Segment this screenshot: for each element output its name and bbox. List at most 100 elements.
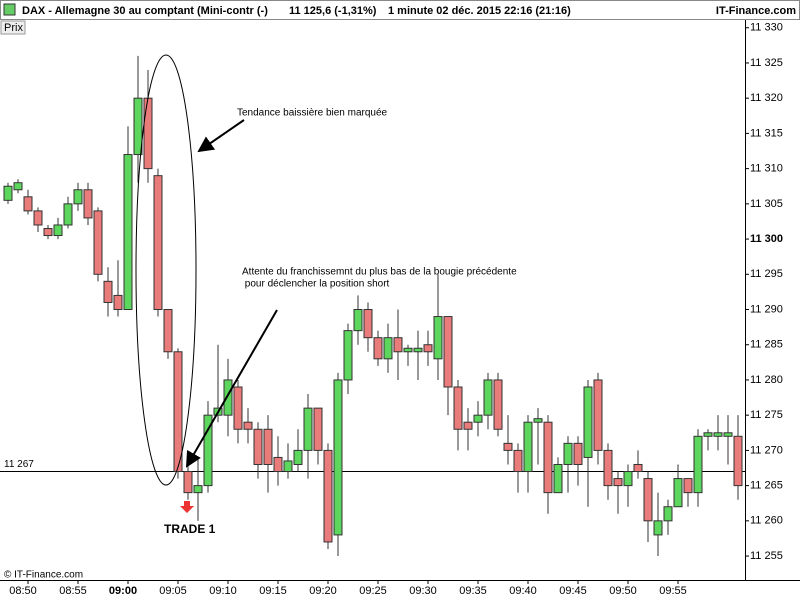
candle-body xyxy=(103,280,113,303)
header-icon xyxy=(3,3,16,16)
candle-body xyxy=(3,185,13,201)
candle-body xyxy=(423,344,433,353)
y-tick-label: 11 310 xyxy=(750,163,783,175)
annotation: pour déclencher la position short xyxy=(242,279,390,290)
candle-body xyxy=(23,196,33,212)
candle-body xyxy=(223,379,233,416)
candle-body xyxy=(583,386,593,458)
candle-body xyxy=(523,421,533,473)
candle-body xyxy=(643,478,653,522)
candle-body xyxy=(683,478,693,494)
candle-body xyxy=(73,189,83,205)
candle-body xyxy=(173,351,183,473)
y-tick-label: 11 295 xyxy=(750,268,783,280)
candle-body xyxy=(403,347,413,353)
annotation: Attente du franchissemnt du plus bas de … xyxy=(242,267,517,278)
x-tick-label: 08:55 xyxy=(59,585,87,597)
candle-body xyxy=(503,442,513,451)
candle-body xyxy=(363,309,373,339)
candle-body xyxy=(383,337,393,360)
candle-body xyxy=(703,432,713,437)
candle-body xyxy=(343,330,353,381)
annotation: TRADE 1 xyxy=(164,522,216,536)
candle-body xyxy=(263,428,273,465)
x-tick-label: 09:30 xyxy=(409,585,437,597)
x-tick-label: 09:35 xyxy=(459,585,487,597)
y-tick-label: 11 330 xyxy=(750,22,783,34)
candle-body xyxy=(243,421,253,430)
reference-label: 11 267 xyxy=(4,459,34,470)
candle-body xyxy=(393,337,403,353)
candle-body xyxy=(333,379,343,536)
x-tick-label: 08:50 xyxy=(9,585,37,597)
candle-body xyxy=(293,449,303,465)
header-period: 1 minute 02 déc. 2015 22:16 (21:16) xyxy=(388,5,571,17)
candle-body xyxy=(693,435,703,494)
x-tick-label: 09:15 xyxy=(259,585,287,597)
candle-body xyxy=(133,97,143,156)
x-tick-label: 09:45 xyxy=(559,585,587,597)
y-tick-label: 11 320 xyxy=(750,92,783,104)
candle-body xyxy=(273,456,283,473)
candle-body xyxy=(373,337,383,360)
candle-body xyxy=(43,228,53,237)
candle-body xyxy=(323,449,333,543)
candle-body xyxy=(53,224,63,237)
candle-body xyxy=(303,407,313,451)
candle-body xyxy=(443,316,453,388)
candle-body xyxy=(123,154,133,311)
y-tick-label: 11 275 xyxy=(750,409,783,421)
x-tick-label: 09:25 xyxy=(359,585,387,597)
candle-body xyxy=(93,210,103,275)
candle-body xyxy=(33,210,43,226)
arrow xyxy=(186,309,278,468)
x-tick-label: 09:10 xyxy=(209,585,237,597)
candle-body xyxy=(63,203,73,226)
candle-body xyxy=(543,421,553,494)
candle-body xyxy=(463,421,473,430)
x-tick-label: 09:05 xyxy=(159,585,187,597)
candle-body xyxy=(553,463,563,494)
candle-body xyxy=(623,471,633,487)
candle-body xyxy=(713,432,723,437)
down-arrow xyxy=(180,501,194,513)
x-tick-label: 09:00 xyxy=(109,585,137,597)
x-tick-label: 09:40 xyxy=(509,585,537,597)
candle-body xyxy=(513,449,523,473)
candle-body xyxy=(163,309,173,353)
y-tick-label: 11 305 xyxy=(750,198,783,210)
candle-body xyxy=(253,428,263,465)
candle-body xyxy=(283,460,293,473)
header-source: IT-Finance.com xyxy=(716,5,796,17)
x-tick-label: 09:55 xyxy=(659,585,687,597)
x-tick-label: 09:20 xyxy=(309,585,337,597)
candle-body xyxy=(733,435,743,487)
candle-body xyxy=(153,175,163,311)
candle-body xyxy=(183,471,193,494)
arrow xyxy=(197,119,245,153)
candle-body xyxy=(563,442,573,465)
header-price: 11 125,6 (-1,31%) xyxy=(289,5,377,17)
candle-body xyxy=(83,189,93,219)
ellipse xyxy=(135,54,197,486)
candle-body xyxy=(113,294,123,311)
axis-label-box xyxy=(0,20,26,35)
y-tick-label: 11 260 xyxy=(750,515,783,527)
y-tick-label: 11 290 xyxy=(750,303,783,315)
candle-body xyxy=(533,418,543,423)
candle-body xyxy=(593,379,603,451)
y-tick-label: 11 265 xyxy=(750,480,783,492)
candle-body xyxy=(473,414,483,423)
y-tick-label: 11 315 xyxy=(750,127,783,139)
annotation: Tendance baissière bien marquée xyxy=(237,108,388,119)
candle-body xyxy=(673,478,683,508)
axis-label: Prix xyxy=(4,22,23,34)
candle-body xyxy=(233,386,243,430)
y-tick-label: 11 270 xyxy=(750,444,783,456)
candle-body xyxy=(493,379,503,430)
candle-body xyxy=(13,182,23,191)
candle-body xyxy=(313,407,323,451)
candle-body xyxy=(633,463,643,473)
